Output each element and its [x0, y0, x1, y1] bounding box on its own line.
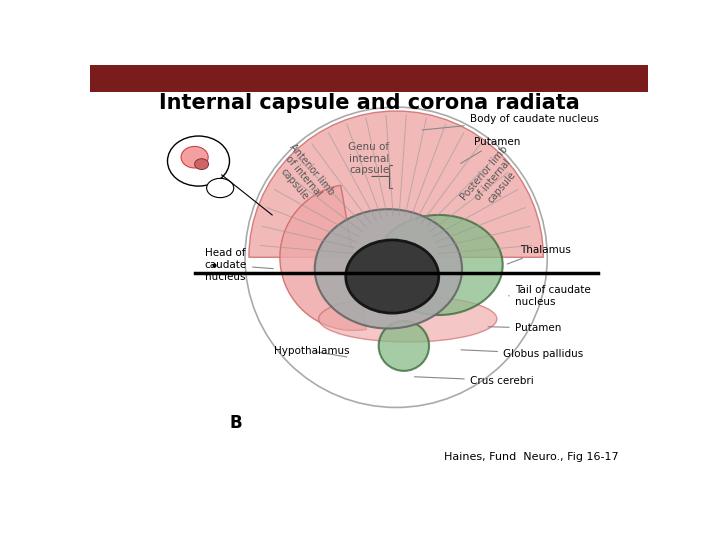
Text: Crus cerebri: Crus cerebri — [415, 375, 534, 386]
Text: B: B — [230, 414, 242, 432]
Ellipse shape — [181, 146, 208, 168]
Text: Haines, Fund  Neuro., Fig 16-17: Haines, Fund Neuro., Fig 16-17 — [444, 453, 619, 462]
Text: Posterior limb
of internal
capsule: Posterior limb of internal capsule — [459, 144, 528, 217]
Wedge shape — [280, 185, 366, 330]
Text: Genu of
internal
capsule: Genu of internal capsule — [348, 142, 390, 176]
Text: Internal capsule and corona radiata: Internal capsule and corona radiata — [158, 93, 580, 113]
Text: Anterior limb
of internal
capsule: Anterior limb of internal capsule — [270, 141, 336, 212]
Text: Head of
caudate
nucleus: Head of caudate nucleus — [204, 248, 273, 281]
Text: Putamen: Putamen — [488, 323, 561, 333]
Ellipse shape — [379, 321, 429, 371]
Text: Tail of caudate
nucleus: Tail of caudate nucleus — [508, 285, 590, 307]
Bar — [90, 65, 648, 92]
Ellipse shape — [375, 215, 503, 315]
Wedge shape — [249, 111, 544, 257]
Text: Thalamus: Thalamus — [507, 245, 571, 264]
Text: Globus pallidus: Globus pallidus — [461, 348, 583, 359]
Ellipse shape — [207, 178, 234, 198]
Ellipse shape — [319, 296, 497, 342]
Ellipse shape — [346, 240, 438, 313]
Text: Hypothalamus: Hypothalamus — [274, 346, 350, 357]
Text: Putamen: Putamen — [461, 137, 520, 164]
Ellipse shape — [168, 136, 230, 186]
Ellipse shape — [315, 209, 462, 328]
Ellipse shape — [194, 159, 209, 170]
Text: Body of caudate nucleus: Body of caudate nucleus — [422, 114, 598, 130]
